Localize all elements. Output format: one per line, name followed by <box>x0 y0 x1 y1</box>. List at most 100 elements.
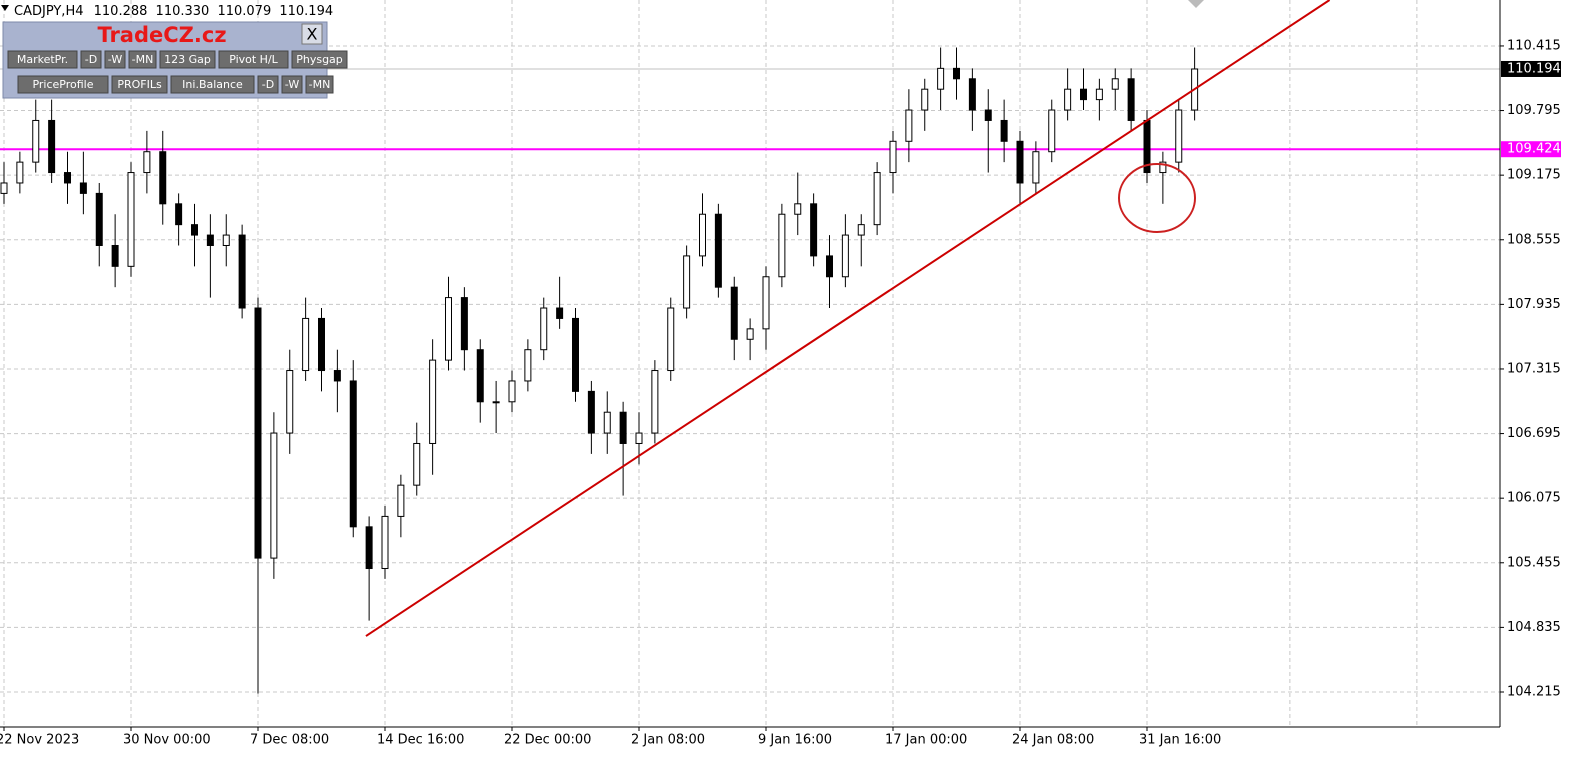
x-tick-label: 31 Jan 16:00 <box>1139 733 1221 748</box>
indicator-panel: TradeCZ.cz X MarketPr. -D -W -MN 123 Gap Pivo… <box>2 21 348 99</box>
candle-body <box>683 255 691 309</box>
panel-button[interactable] <box>291 50 348 69</box>
candle-body <box>810 203 818 257</box>
y-tick-label: 109.175 <box>1507 168 1561 183</box>
low: 110.079 <box>217 4 271 19</box>
panel-button[interactable] <box>159 50 216 69</box>
candle-body <box>1127 78 1135 121</box>
panel-button-label[interactable]: -D <box>85 53 97 66</box>
y-tick-label: 110.415 <box>1507 38 1561 53</box>
candle-body <box>95 192 103 246</box>
menu-arrow <box>1 5 9 11</box>
candle-body <box>48 119 56 174</box>
high: 110.330 <box>156 4 210 19</box>
panel-button-label[interactable]: 123 Gap <box>164 53 211 66</box>
candle-body <box>397 484 405 517</box>
y-tick-label: 106.695 <box>1507 426 1561 441</box>
panel-button[interactable] <box>7 50 78 69</box>
candle-body <box>16 161 24 184</box>
panel-button[interactable] <box>257 75 279 94</box>
candle-body <box>206 234 214 246</box>
panel-button[interactable] <box>128 50 157 69</box>
header: CADJPY,H4 110.288 110.330 110.079 110.19… <box>1 4 333 19</box>
candle-body <box>270 432 278 559</box>
close-button[interactable] <box>301 23 323 45</box>
candle-body <box>111 244 119 267</box>
panel-button-label[interactable]: -MN <box>309 78 331 91</box>
close: 110.194 <box>279 4 333 19</box>
y-tick-label: 109.795 <box>1507 103 1561 118</box>
panel-button-label[interactable]: Pivot H/L <box>229 53 278 66</box>
axes: 104.215 104.835 105.455 106.075 106.695 107.3… <box>0 38 1561 748</box>
panel-button-label[interactable]: Ini.Balance <box>182 78 243 91</box>
candle-body <box>508 380 516 403</box>
candle-body <box>460 297 468 351</box>
y-tick-label: 107.315 <box>1507 361 1561 376</box>
panel-button-label[interactable]: -MN <box>132 53 154 66</box>
y-tick-label: 108.555 <box>1507 232 1561 247</box>
candle-body <box>746 328 754 340</box>
y-tick-label: 107.935 <box>1507 297 1561 312</box>
candle-body <box>286 370 294 434</box>
panel-button-label[interactable]: Physgap <box>296 53 343 66</box>
candle-body <box>333 370 341 382</box>
x-tick-label: 30 Nov 00:00 <box>123 733 211 748</box>
candle-body <box>0 182 8 194</box>
candle-body <box>159 151 167 205</box>
candle-body <box>349 380 357 528</box>
panel-button-label[interactable]: PriceProfile <box>32 78 93 91</box>
candle-body <box>841 234 849 278</box>
panel-button-label[interactable]: PROFILs <box>117 78 162 91</box>
y-tick-label: 104.215 <box>1507 684 1561 699</box>
candle-body <box>921 88 929 111</box>
panel-button[interactable] <box>218 50 289 69</box>
panel-button[interactable] <box>111 75 168 94</box>
trendline <box>365 0 1331 637</box>
panel-button[interactable] <box>80 50 102 69</box>
open: 110.288 <box>94 4 148 19</box>
panel-button-label[interactable]: -D <box>262 78 274 91</box>
panel-button-label[interactable]: MarketPr. <box>17 53 68 66</box>
candle-body <box>222 234 230 246</box>
panel-button-label[interactable]: -W <box>285 78 300 91</box>
candle-body <box>857 224 865 236</box>
candle-body <box>905 109 913 142</box>
x-tick-label: 22 Nov 2023 <box>0 733 79 748</box>
y-tick-label: 106.075 <box>1507 491 1561 506</box>
candle-body <box>302 317 310 372</box>
x-tick-label: 9 Jan 16:00 <box>758 733 832 748</box>
candle-body <box>1048 109 1056 153</box>
candle-body <box>143 151 151 174</box>
candle-body <box>889 140 897 174</box>
close-label[interactable]: X <box>307 25 318 44</box>
panel-button[interactable] <box>17 75 109 94</box>
candle-body <box>572 317 579 392</box>
grid <box>0 0 1500 727</box>
highlight-circle <box>1118 163 1196 233</box>
candle-body <box>64 172 71 184</box>
candle-body <box>1111 78 1119 90</box>
candle-body <box>730 286 738 340</box>
panel-button[interactable] <box>281 75 303 94</box>
shift-marker <box>1188 0 1204 8</box>
panel-button[interactable] <box>170 75 255 94</box>
candle-body <box>762 276 770 330</box>
hline-tag-label: 109.424 <box>1507 142 1561 157</box>
candle-body <box>1080 88 1087 101</box>
panel-button[interactable] <box>305 75 334 94</box>
x-tick-label: 24 Jan 08:00 <box>1012 733 1094 748</box>
candle-body <box>1016 140 1024 184</box>
candle-body <box>953 67 960 80</box>
panel-button-label[interactable]: -W <box>108 53 123 66</box>
candle-body <box>365 526 373 570</box>
candle-body <box>79 182 87 194</box>
candle-body <box>191 224 198 236</box>
candle-body <box>445 297 452 361</box>
candle-body <box>1032 151 1040 184</box>
candle-body <box>587 390 595 434</box>
x-tick-label: 17 Jan 00:00 <box>885 733 967 748</box>
price-tag-label: 110.194 <box>1507 61 1561 76</box>
panel-button[interactable] <box>104 50 126 69</box>
candle-body <box>714 213 722 288</box>
